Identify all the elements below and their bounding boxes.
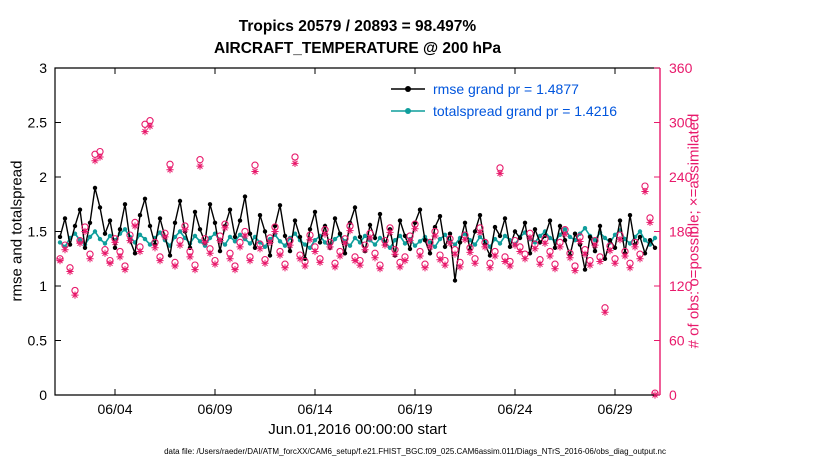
legend-label-rmse: rmse grand pr = 1.4877 xyxy=(433,81,579,97)
svg-text:60: 60 xyxy=(669,333,685,349)
svg-text:120: 120 xyxy=(669,278,693,294)
svg-text:06/19: 06/19 xyxy=(397,401,432,417)
svg-text:06/14: 06/14 xyxy=(297,401,332,417)
svg-text:2.5: 2.5 xyxy=(28,115,48,131)
legend-swatch-rmse xyxy=(391,86,425,92)
legend-swatch-totalspread xyxy=(391,108,425,114)
plot-title-line1: Tropics 20579 / 20893 = 98.497% xyxy=(238,18,477,35)
svg-text:3: 3 xyxy=(39,60,47,76)
svg-text:180: 180 xyxy=(669,224,693,240)
svg-text:06/04: 06/04 xyxy=(97,401,132,417)
legend-label-totalspread: totalspread grand pr = 1.4216 xyxy=(433,103,618,119)
plot-title-line2: AIRCRAFT_TEMPERATURE @ 200 hPa xyxy=(214,40,501,57)
data-file-caption: data file: /Users/raeder/DAI/ATM_forcXX/… xyxy=(164,447,666,456)
y-axis-label-right: # of obs: o=possible; ×=assimilated xyxy=(685,113,703,349)
svg-text:0.5: 0.5 xyxy=(28,333,48,349)
legend-item-totalspread: totalspread grand pr = 1.4216 xyxy=(390,100,617,122)
svg-text:0: 0 xyxy=(669,387,677,403)
svg-text:06/09: 06/09 xyxy=(197,401,232,417)
svg-text:360: 360 xyxy=(669,60,693,76)
svg-text:2: 2 xyxy=(39,169,47,185)
svg-text:240: 240 xyxy=(669,169,693,185)
svg-text:1.5: 1.5 xyxy=(28,224,48,240)
svg-text:1: 1 xyxy=(39,278,47,294)
y-axis-label-left: rmse and totalspread xyxy=(8,160,26,302)
plot-title: Tropics 20579 / 20893 = 98.497% AIRCRAFT… xyxy=(55,16,660,60)
legend: rmse grand pr = 1.4877 totalspread grand… xyxy=(390,78,617,122)
svg-text:06/24: 06/24 xyxy=(497,401,532,417)
x-axis-label: Jun.01,2016 00:00:00 start xyxy=(268,421,447,438)
svg-text:300: 300 xyxy=(669,115,693,131)
svg-text:0: 0 xyxy=(39,387,47,403)
svg-text:06/29: 06/29 xyxy=(597,401,632,417)
legend-item-rmse: rmse grand pr = 1.4877 xyxy=(390,78,617,100)
